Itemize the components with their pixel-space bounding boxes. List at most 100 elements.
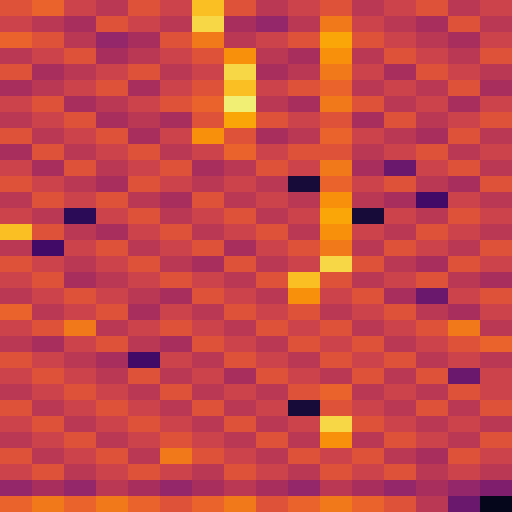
heatmap-cell xyxy=(224,400,257,417)
heatmap-cell xyxy=(352,208,385,225)
heatmap-cell xyxy=(256,272,289,289)
heatmap-cell xyxy=(192,112,225,129)
heatmap-cell xyxy=(320,496,353,512)
heatmap-cell xyxy=(0,64,33,81)
heatmap-cell xyxy=(288,384,321,401)
heatmap-cell xyxy=(384,64,417,81)
heatmap-cell xyxy=(320,96,353,113)
heatmap-cell xyxy=(288,448,321,465)
heatmap-cell xyxy=(0,0,33,17)
heatmap-cell xyxy=(480,0,512,17)
heatmap-cell xyxy=(160,80,193,97)
heatmap-cell xyxy=(288,192,321,209)
heatmap-cell xyxy=(320,384,353,401)
heatmap-cell xyxy=(160,464,193,481)
heatmap-cell xyxy=(448,176,481,193)
heatmap-cell xyxy=(160,304,193,321)
heatmap-cell xyxy=(320,48,353,65)
heatmap-cell xyxy=(416,352,449,369)
heatmap-cell xyxy=(448,160,481,177)
heatmap-cell xyxy=(448,224,481,241)
heatmap-cell xyxy=(64,224,97,241)
heatmap-cell xyxy=(96,256,129,273)
heatmap-cell xyxy=(448,320,481,337)
heatmap-cell xyxy=(96,64,129,81)
heatmap-cell xyxy=(0,496,33,512)
heatmap-cell xyxy=(384,400,417,417)
heatmap-cell xyxy=(32,224,65,241)
heatmap-cell xyxy=(288,336,321,353)
heatmap-cell xyxy=(96,304,129,321)
heatmap-cell xyxy=(64,496,97,512)
heatmap-cell xyxy=(64,336,97,353)
heatmap-cell xyxy=(320,304,353,321)
heatmap-cell xyxy=(288,400,321,417)
heatmap-cell xyxy=(32,32,65,49)
heatmap-cell xyxy=(480,48,512,65)
heatmap-cell xyxy=(160,448,193,465)
heatmap-cell xyxy=(128,304,161,321)
heatmap-cell xyxy=(448,432,481,449)
heatmap-cell xyxy=(256,32,289,49)
heatmap-cell xyxy=(384,432,417,449)
heatmap-cell xyxy=(416,112,449,129)
heatmap-cell xyxy=(160,288,193,305)
heatmap-cell xyxy=(160,272,193,289)
heatmap-cell xyxy=(0,16,33,33)
heatmap-cell xyxy=(320,448,353,465)
heatmap-cell xyxy=(384,448,417,465)
heatmap-cell xyxy=(96,352,129,369)
heatmap-cell xyxy=(320,16,353,33)
heatmap-cell xyxy=(160,32,193,49)
heatmap-cell xyxy=(192,240,225,257)
heatmap-cell xyxy=(448,352,481,369)
heatmap-cell xyxy=(224,80,257,97)
heatmap-cell xyxy=(160,224,193,241)
heatmap-cell xyxy=(192,272,225,289)
heatmap-cell xyxy=(128,0,161,17)
heatmap-cell xyxy=(256,416,289,433)
heatmap-cell xyxy=(0,32,33,49)
heatmap-cell xyxy=(352,496,385,512)
heatmap-cell xyxy=(0,48,33,65)
heatmap-cell xyxy=(224,32,257,49)
heatmap-cell xyxy=(128,272,161,289)
heatmap-cell xyxy=(448,336,481,353)
heatmap-cell xyxy=(224,48,257,65)
heatmap-cell xyxy=(64,0,97,17)
heatmap-cell xyxy=(160,416,193,433)
heatmap-cell xyxy=(96,32,129,49)
heatmap-cell xyxy=(416,304,449,321)
heatmap-cell xyxy=(288,496,321,512)
heatmap-cell xyxy=(192,320,225,337)
heatmap-cell xyxy=(96,0,129,17)
heatmap-cell xyxy=(0,480,33,497)
heatmap-cell xyxy=(64,16,97,33)
heatmap-cell xyxy=(288,224,321,241)
heatmap-cell xyxy=(128,32,161,49)
heatmap-cell xyxy=(384,144,417,161)
heatmap-cell xyxy=(288,320,321,337)
heatmap-cell xyxy=(0,288,33,305)
heatmap-cell xyxy=(288,16,321,33)
heatmap-cell xyxy=(0,432,33,449)
heatmap-cell xyxy=(32,416,65,433)
heatmap-cell xyxy=(224,448,257,465)
heatmap-cell xyxy=(480,144,512,161)
heatmap-cell xyxy=(64,96,97,113)
heatmap-cell xyxy=(352,352,385,369)
heatmap-cell xyxy=(64,208,97,225)
heatmap-cell xyxy=(384,176,417,193)
heatmap-cell xyxy=(32,336,65,353)
heatmap-cell xyxy=(224,272,257,289)
heatmap-cell xyxy=(448,304,481,321)
heatmap-cell xyxy=(32,480,65,497)
heatmap-cell xyxy=(96,48,129,65)
heatmap-cell xyxy=(64,352,97,369)
heatmap-cell xyxy=(352,432,385,449)
heatmap-cell xyxy=(96,336,129,353)
heatmap-cell xyxy=(288,144,321,161)
heatmap-cell xyxy=(32,128,65,145)
heatmap-cell xyxy=(96,400,129,417)
heatmap-cell xyxy=(320,480,353,497)
